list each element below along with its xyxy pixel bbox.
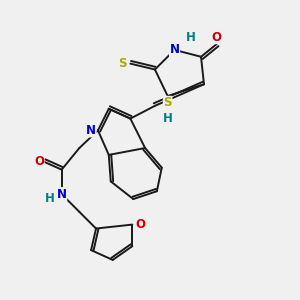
Text: S: S bbox=[164, 96, 172, 110]
Text: N: N bbox=[169, 44, 179, 56]
Text: N: N bbox=[86, 124, 96, 137]
Text: N: N bbox=[57, 188, 67, 201]
Text: H: H bbox=[163, 112, 172, 125]
Text: S: S bbox=[118, 57, 127, 70]
Text: O: O bbox=[135, 218, 145, 231]
Text: O: O bbox=[34, 155, 44, 168]
Text: H: H bbox=[186, 31, 196, 44]
Text: O: O bbox=[212, 31, 222, 44]
Text: H: H bbox=[45, 192, 55, 205]
